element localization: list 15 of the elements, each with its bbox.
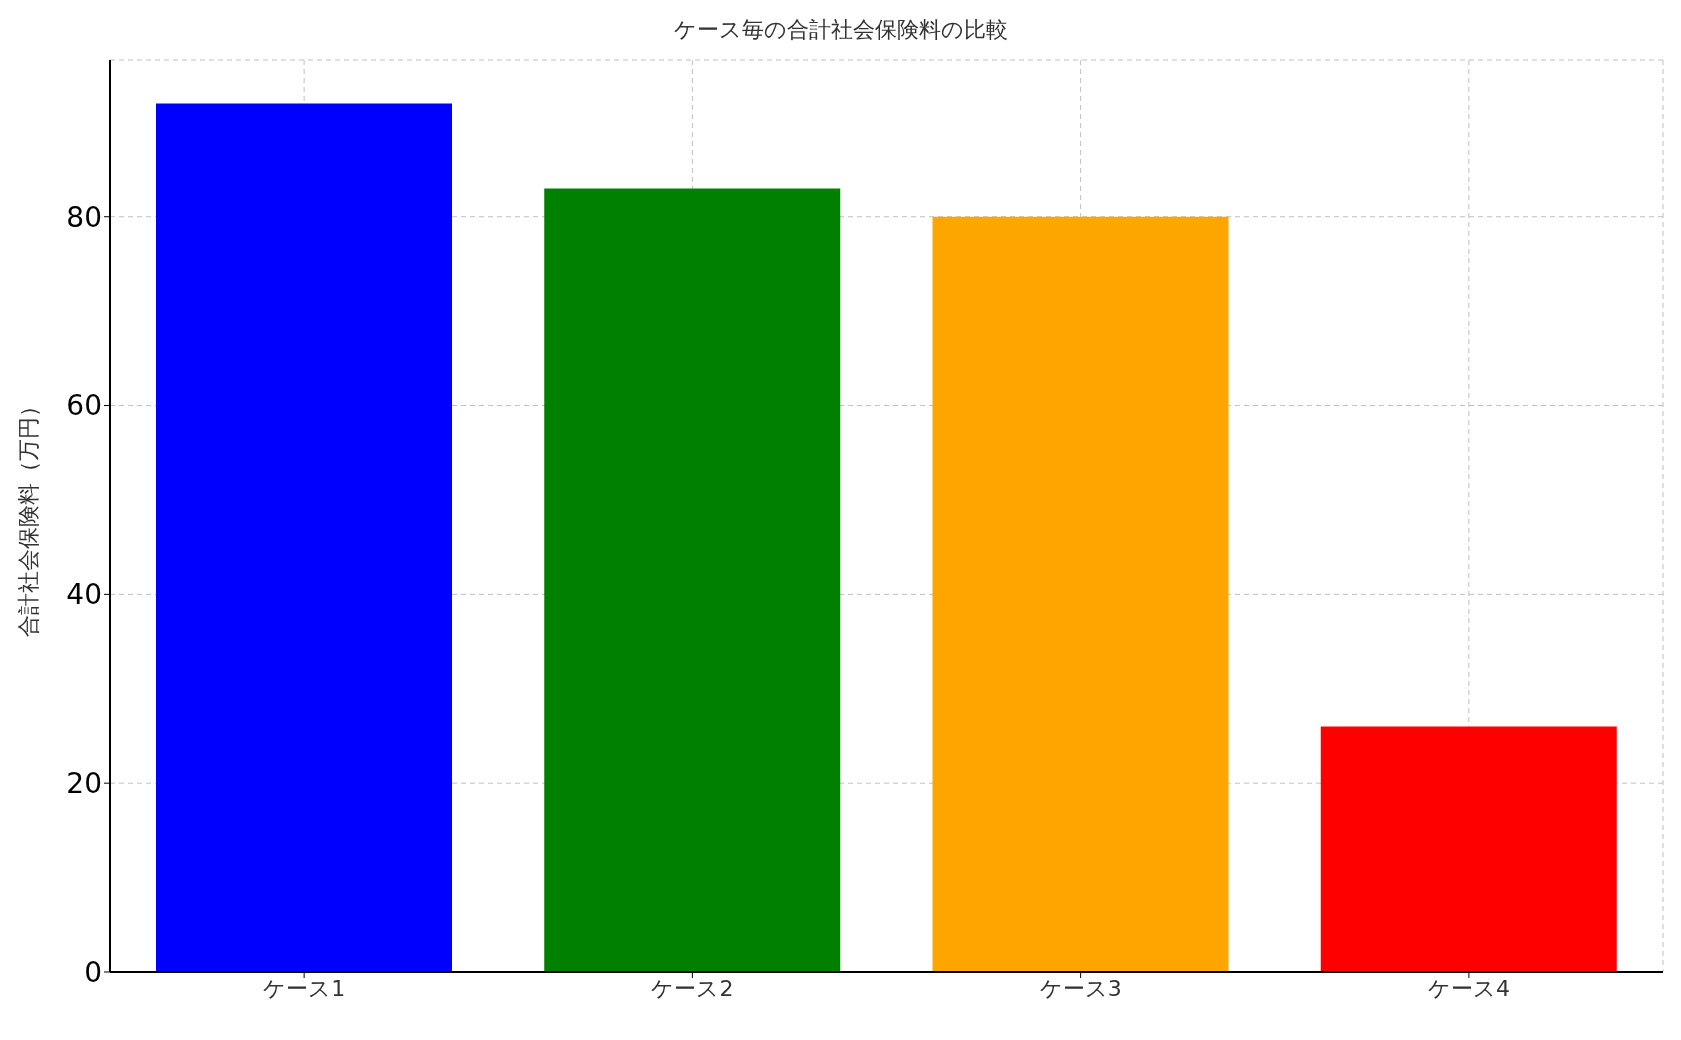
y-tick-label: 0 [84, 955, 102, 989]
x-tick-label: ケース3 [1039, 975, 1122, 1001]
y-tick-label: 20 [66, 767, 102, 801]
y-tick-label: 60 [66, 389, 102, 423]
y-axis-title: 合計社会保険料（万円） [15, 395, 41, 637]
bar [156, 103, 452, 972]
y-tick-label: 40 [66, 578, 102, 612]
x-tick-label: ケース1 [263, 975, 346, 1001]
y-tick-label: 80 [66, 200, 102, 234]
chart-title: ケース毎の合計社会保険料の比較 [672, 16, 1009, 44]
bar [544, 188, 841, 972]
x-tick-label: ケース4 [1427, 975, 1510, 1001]
bar [932, 216, 1229, 972]
bar [1320, 726, 1617, 972]
x-tick-label: ケース2 [651, 975, 734, 1001]
